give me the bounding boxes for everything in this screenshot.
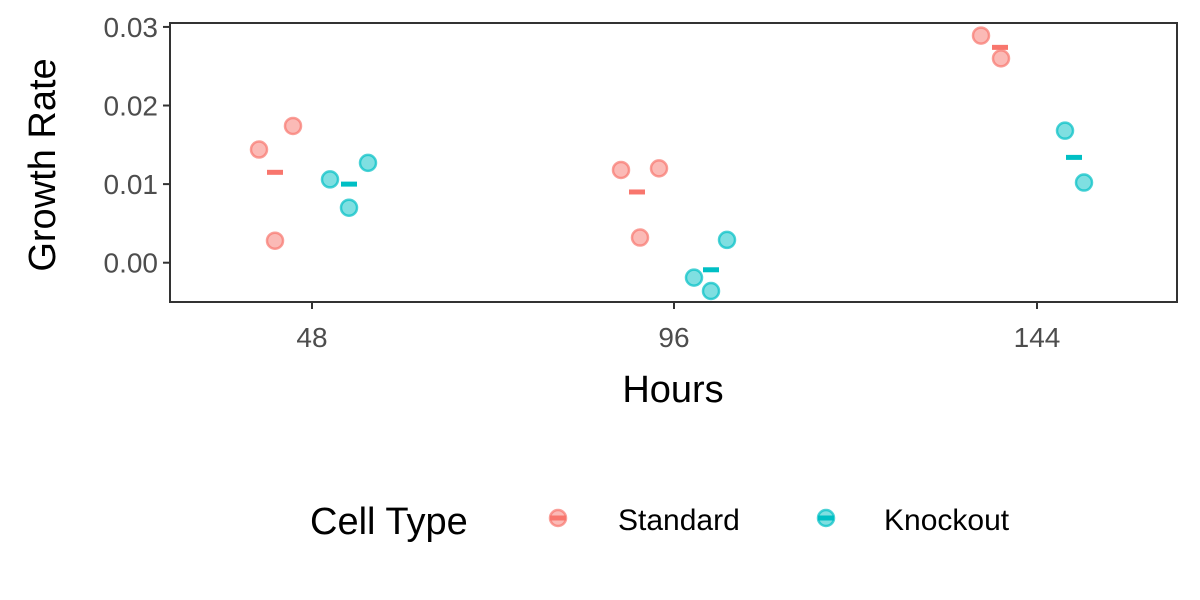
data-point-standard <box>971 26 991 45</box>
data-point-knockout <box>1074 173 1094 192</box>
y-tick-label: 0.01 <box>104 169 159 200</box>
data-point-knockout <box>320 170 340 189</box>
data-point-knockout <box>701 281 721 301</box>
x-axis-title: Hours <box>622 369 723 411</box>
data-point-standard <box>249 140 269 159</box>
plot-area <box>249 26 1094 301</box>
data-point-knockout <box>339 198 359 217</box>
data-point-standard <box>611 160 631 180</box>
data-point-knockout <box>1055 121 1075 140</box>
legend-title: Cell Type <box>310 501 468 543</box>
axes: 0.00 0.01 0.02 0.03 48 96 144 <box>104 12 1178 353</box>
x-tick-label: 48 <box>296 322 327 353</box>
legend-label-knockout: Knockout <box>884 504 1010 537</box>
y-tick-label: 0.03 <box>104 12 159 43</box>
legend-key-mean-knockout <box>818 515 834 521</box>
mean-marker-knockout <box>1066 154 1082 160</box>
mean-marker-knockout <box>341 181 357 187</box>
mean-marker-knockout <box>703 267 719 273</box>
y-tick-label: 0.00 <box>104 248 159 279</box>
mean-marker-standard <box>629 189 645 195</box>
x-tick-label: 144 <box>1014 322 1061 353</box>
data-point-standard <box>649 159 669 178</box>
data-point-standard <box>265 231 285 250</box>
plot-panel-border <box>169 22 1178 303</box>
data-point-knockout <box>358 153 378 173</box>
x-tick-label: 96 <box>658 322 689 353</box>
data-point-knockout <box>684 268 704 287</box>
legend: Cell Type Standard Knockout <box>310 501 1010 543</box>
mean-marker-standard <box>992 44 1008 50</box>
data-point-standard <box>630 228 650 247</box>
y-tick-label: 0.02 <box>104 91 159 122</box>
legend-key-mean-standard <box>550 515 566 521</box>
legend-label-standard: Standard <box>618 504 740 537</box>
mean-marker-standard <box>267 169 283 175</box>
data-point-knockout <box>717 230 737 250</box>
data-point-standard <box>991 49 1011 68</box>
y-axis-title: Growth Rate <box>22 58 64 271</box>
data-point-standard <box>283 116 303 136</box>
